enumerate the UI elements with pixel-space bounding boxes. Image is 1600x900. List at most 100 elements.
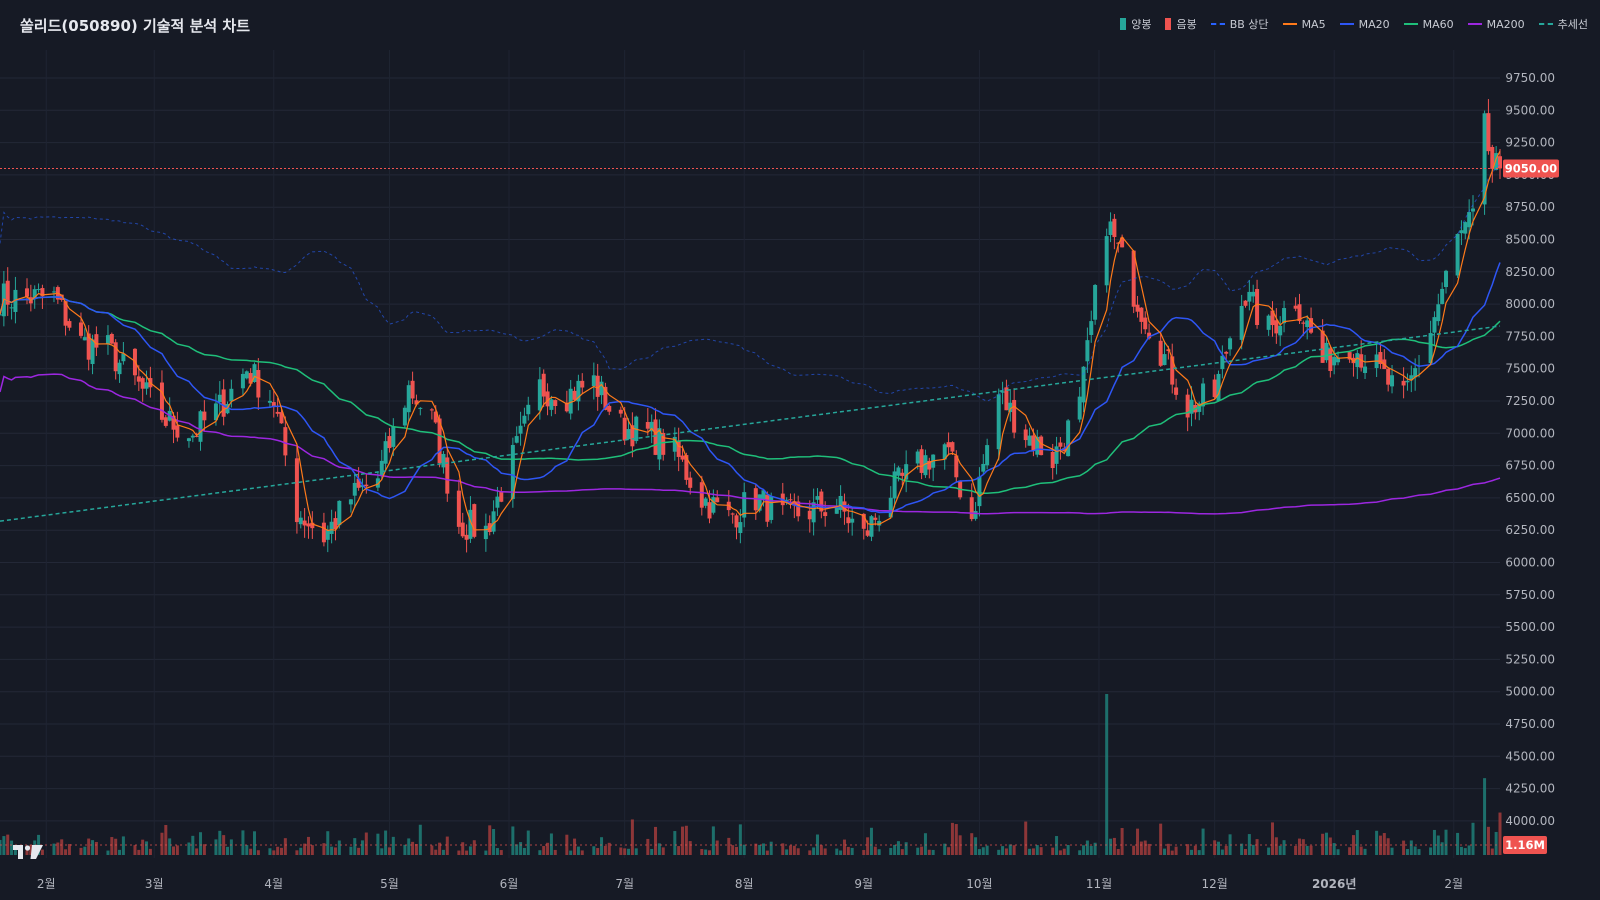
legend-item-bull[interactable]: 양봉 (1120, 16, 1151, 32)
candle-body (63, 301, 68, 326)
candle-body (121, 353, 126, 362)
volume-bar (1483, 778, 1487, 855)
candle-body (568, 388, 573, 414)
volume-bar (83, 846, 87, 855)
legend-item-ma200[interactable]: MA200 (1467, 16, 1525, 32)
volume-bar (106, 850, 110, 855)
candle-body (1444, 270, 1449, 288)
volume-bar (60, 839, 64, 855)
legend-item-ma20[interactable]: MA20 (1339, 16, 1390, 32)
volume-bar (56, 842, 60, 855)
volume-bar (607, 842, 611, 855)
candle-body (1328, 348, 1333, 371)
candle-body (283, 427, 288, 456)
candle-body (352, 482, 357, 496)
candle-body (1463, 222, 1468, 234)
candle-body (900, 472, 905, 476)
ma60-line (0, 296, 1501, 495)
volume-bar (79, 847, 83, 855)
volume-bar (330, 846, 334, 855)
volume-bar (1409, 840, 1413, 855)
time-tick-label: 10월 (966, 877, 992, 891)
candle-body (499, 491, 504, 502)
volume-bar (1039, 847, 1043, 855)
volume-bar (1220, 849, 1224, 855)
volume-bar (403, 844, 407, 855)
volume-bar (815, 834, 819, 855)
legend-item-ma60[interactable]: MA60 (1403, 16, 1454, 32)
candle-body (136, 376, 141, 382)
volume-bar (546, 842, 550, 855)
candle-body (32, 289, 37, 300)
trendline (0, 325, 1501, 522)
candle-body (1120, 237, 1125, 248)
candle-body (1139, 307, 1144, 322)
candle-body (877, 520, 882, 526)
candle-body (865, 530, 870, 536)
volume-bar (627, 848, 631, 855)
legend-label-trendline: 추세선 (1557, 18, 1588, 31)
legend-item-trendline[interactable]: 추세선 (1538, 16, 1588, 32)
volume-bar (923, 833, 927, 855)
volume-bar (337, 840, 341, 855)
volume-bar (1417, 849, 1421, 855)
volume-bar (1174, 846, 1178, 855)
volume-bar (1375, 830, 1379, 855)
volume-bar (495, 848, 499, 855)
volume-bar (160, 832, 164, 855)
price-tick-label: 6000.00 (1505, 556, 1555, 570)
volume-bar (199, 832, 203, 855)
volume-bar (353, 838, 357, 855)
volume-bar (1136, 828, 1140, 855)
volume-bar (792, 845, 796, 855)
candle-body (946, 442, 951, 448)
candle-body (1081, 366, 1086, 403)
candle-body (1243, 300, 1248, 306)
volume-bar (364, 832, 368, 855)
time-tick-label: 11월 (1086, 877, 1112, 891)
volume-bar (218, 830, 222, 855)
candle-body (576, 380, 581, 402)
candle-body (198, 411, 203, 442)
candle-body (1000, 391, 1005, 393)
volume-bar (688, 841, 692, 855)
candle-body (1197, 403, 1202, 412)
volume-bar (896, 841, 900, 855)
candle-body (969, 497, 974, 520)
legend-label-bear: 음봉 (1176, 18, 1197, 31)
time-tick-label: 3월 (145, 877, 164, 891)
volume-bar (526, 830, 530, 855)
volume-bar (1305, 845, 1309, 855)
candle-body (1012, 399, 1017, 433)
candle-body (391, 426, 396, 447)
legend-item-ma5[interactable]: MA5 (1282, 16, 1326, 32)
candle-body (221, 389, 226, 417)
volume-bar (877, 849, 881, 855)
candle-body (1247, 291, 1252, 302)
volume-bar (1062, 848, 1066, 855)
volume-bar (738, 824, 742, 855)
candle-body (86, 333, 91, 360)
chart-title: 쏠리드(050890) 기술적 분석 차트 (20, 17, 251, 35)
volume-bar (1494, 831, 1498, 855)
candle-body (1104, 236, 1109, 286)
volume-bar (268, 848, 272, 855)
volume-bar (168, 838, 172, 855)
volume-bar (40, 849, 44, 855)
price-axis: 9750.009500.009250.009000.008750.008500.… (1505, 71, 1555, 828)
candle-body (468, 509, 473, 539)
candle-body (194, 435, 199, 437)
volume-bar (133, 845, 137, 855)
candle-body (564, 402, 569, 412)
time-tick-label: 2월 (37, 877, 56, 891)
candle-body (973, 510, 978, 519)
volume-bar (279, 847, 283, 855)
legend-item-bb-upper[interactable]: BB 상단 (1210, 16, 1269, 32)
price-tick-label: 5250.00 (1505, 652, 1555, 666)
price-tick-label: 4000.00 (1505, 814, 1555, 828)
candle-body (599, 381, 604, 396)
volume-bar (754, 843, 758, 855)
legend-item-bear[interactable]: 음봉 (1165, 16, 1197, 32)
candle-body (1440, 288, 1445, 304)
